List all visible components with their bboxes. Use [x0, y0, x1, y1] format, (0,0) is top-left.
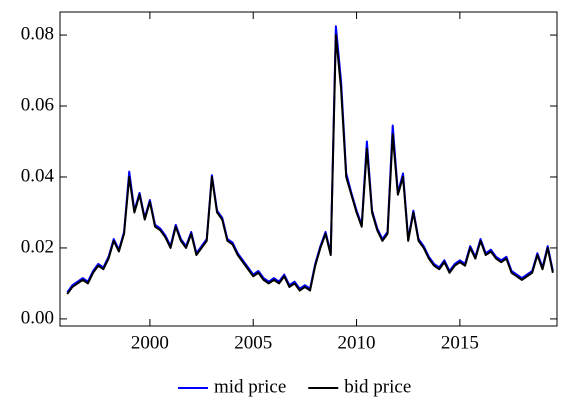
y-tick-label: 0.04: [21, 165, 55, 186]
legend-label: mid price: [214, 376, 286, 397]
x-tick-label: 2010: [338, 332, 376, 353]
series-line: [66, 34, 554, 295]
y-tick-label: 0.08: [21, 23, 54, 44]
y-tick-label: 0.02: [21, 236, 54, 257]
y-tick-label: 0.00: [21, 307, 54, 328]
legend-label: bid price: [344, 376, 411, 397]
y-tick-label: 0.06: [21, 94, 54, 115]
x-tick-label: 2015: [441, 332, 479, 353]
x-tick-label: 2005: [234, 332, 272, 353]
series-line: [66, 25, 554, 293]
plot-frame: [59, 11, 558, 327]
x-tick-label: 2000: [131, 332, 169, 353]
